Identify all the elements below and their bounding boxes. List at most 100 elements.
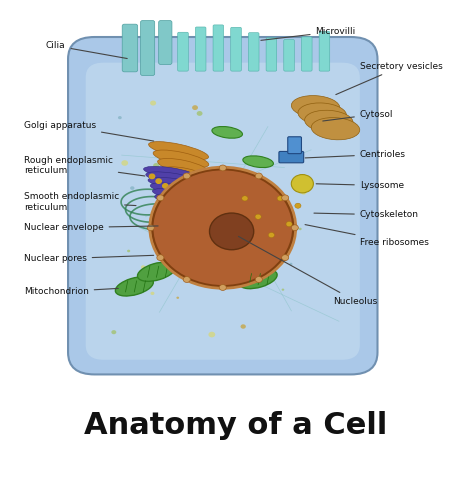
- Ellipse shape: [148, 178, 201, 190]
- Circle shape: [209, 332, 215, 337]
- Circle shape: [301, 190, 307, 194]
- Text: Smooth endoplasmic
reticulum: Smooth endoplasmic reticulum: [24, 192, 136, 212]
- Circle shape: [292, 225, 298, 231]
- Circle shape: [149, 174, 155, 179]
- Circle shape: [118, 116, 122, 119]
- Ellipse shape: [153, 150, 209, 168]
- Ellipse shape: [239, 269, 277, 289]
- Circle shape: [296, 155, 301, 159]
- Text: Secretory vesicles: Secretory vesicles: [336, 62, 443, 95]
- Ellipse shape: [305, 110, 353, 132]
- Ellipse shape: [153, 188, 205, 201]
- Ellipse shape: [158, 158, 209, 175]
- Circle shape: [153, 163, 159, 168]
- Circle shape: [292, 175, 313, 193]
- Circle shape: [282, 289, 284, 291]
- Circle shape: [150, 101, 156, 106]
- Circle shape: [286, 222, 292, 227]
- Text: Lysosome: Lysosome: [316, 181, 404, 190]
- Circle shape: [127, 249, 130, 252]
- Circle shape: [182, 198, 188, 202]
- Circle shape: [243, 229, 246, 231]
- Text: Centrioles: Centrioles: [305, 150, 406, 159]
- Circle shape: [176, 297, 179, 299]
- Circle shape: [152, 169, 293, 286]
- Text: Cytoskeleton: Cytoskeleton: [314, 210, 419, 219]
- FancyBboxPatch shape: [122, 24, 137, 72]
- Text: Microvilli: Microvilli: [261, 27, 356, 40]
- Circle shape: [141, 265, 145, 269]
- Circle shape: [210, 213, 254, 249]
- Ellipse shape: [155, 194, 207, 206]
- FancyBboxPatch shape: [284, 40, 294, 71]
- FancyBboxPatch shape: [178, 32, 188, 71]
- FancyBboxPatch shape: [141, 20, 155, 75]
- Circle shape: [183, 173, 190, 179]
- Text: Golgi apparatus: Golgi apparatus: [24, 121, 154, 141]
- Text: Cilia: Cilia: [46, 41, 127, 59]
- Ellipse shape: [144, 166, 196, 179]
- Circle shape: [189, 203, 194, 207]
- Circle shape: [277, 233, 281, 236]
- Circle shape: [183, 277, 190, 282]
- Circle shape: [277, 196, 283, 201]
- Circle shape: [130, 186, 135, 190]
- FancyBboxPatch shape: [213, 25, 224, 71]
- FancyBboxPatch shape: [288, 137, 301, 154]
- Text: Free ribosomes: Free ribosomes: [305, 225, 428, 247]
- FancyBboxPatch shape: [248, 33, 259, 71]
- Text: Rough endoplasmic
reticulum: Rough endoplasmic reticulum: [24, 156, 145, 176]
- Ellipse shape: [137, 262, 175, 281]
- FancyBboxPatch shape: [86, 62, 360, 360]
- Circle shape: [157, 254, 164, 260]
- Circle shape: [197, 111, 202, 116]
- Circle shape: [255, 173, 262, 179]
- FancyBboxPatch shape: [319, 31, 330, 71]
- Ellipse shape: [149, 142, 209, 160]
- Circle shape: [242, 196, 248, 201]
- Ellipse shape: [298, 103, 346, 125]
- Circle shape: [268, 233, 274, 238]
- Circle shape: [176, 193, 181, 197]
- Circle shape: [255, 277, 262, 282]
- FancyBboxPatch shape: [266, 38, 277, 71]
- Text: Mitochondrion: Mitochondrion: [24, 287, 119, 297]
- FancyBboxPatch shape: [279, 151, 304, 163]
- Text: Anatomy of a Cell: Anatomy of a Cell: [84, 411, 388, 440]
- Ellipse shape: [115, 277, 154, 296]
- Circle shape: [255, 214, 261, 219]
- Circle shape: [163, 170, 168, 175]
- FancyBboxPatch shape: [68, 37, 377, 374]
- Circle shape: [121, 160, 128, 166]
- Text: Cytosol: Cytosol: [323, 110, 393, 121]
- Circle shape: [219, 285, 226, 291]
- Circle shape: [282, 195, 289, 201]
- Text: Nuclear envelope: Nuclear envelope: [24, 223, 158, 232]
- FancyBboxPatch shape: [159, 20, 172, 64]
- Circle shape: [299, 228, 301, 230]
- Circle shape: [219, 165, 226, 171]
- Circle shape: [282, 254, 289, 260]
- Ellipse shape: [311, 118, 360, 140]
- Ellipse shape: [212, 126, 243, 138]
- Ellipse shape: [243, 156, 273, 168]
- Ellipse shape: [167, 175, 210, 191]
- Circle shape: [157, 195, 164, 201]
- Ellipse shape: [146, 172, 198, 185]
- Circle shape: [163, 184, 168, 188]
- Circle shape: [111, 330, 116, 334]
- Circle shape: [156, 179, 161, 184]
- Circle shape: [189, 268, 194, 272]
- Circle shape: [147, 225, 154, 231]
- Circle shape: [178, 256, 184, 261]
- Circle shape: [290, 263, 292, 265]
- Circle shape: [130, 289, 133, 292]
- Circle shape: [240, 324, 246, 329]
- Ellipse shape: [292, 96, 340, 118]
- Circle shape: [169, 188, 174, 193]
- Text: Nucleolus: Nucleolus: [238, 237, 377, 306]
- Ellipse shape: [162, 167, 210, 183]
- Text: Nuclear pores: Nuclear pores: [24, 254, 154, 263]
- FancyBboxPatch shape: [195, 27, 206, 71]
- Ellipse shape: [150, 183, 202, 195]
